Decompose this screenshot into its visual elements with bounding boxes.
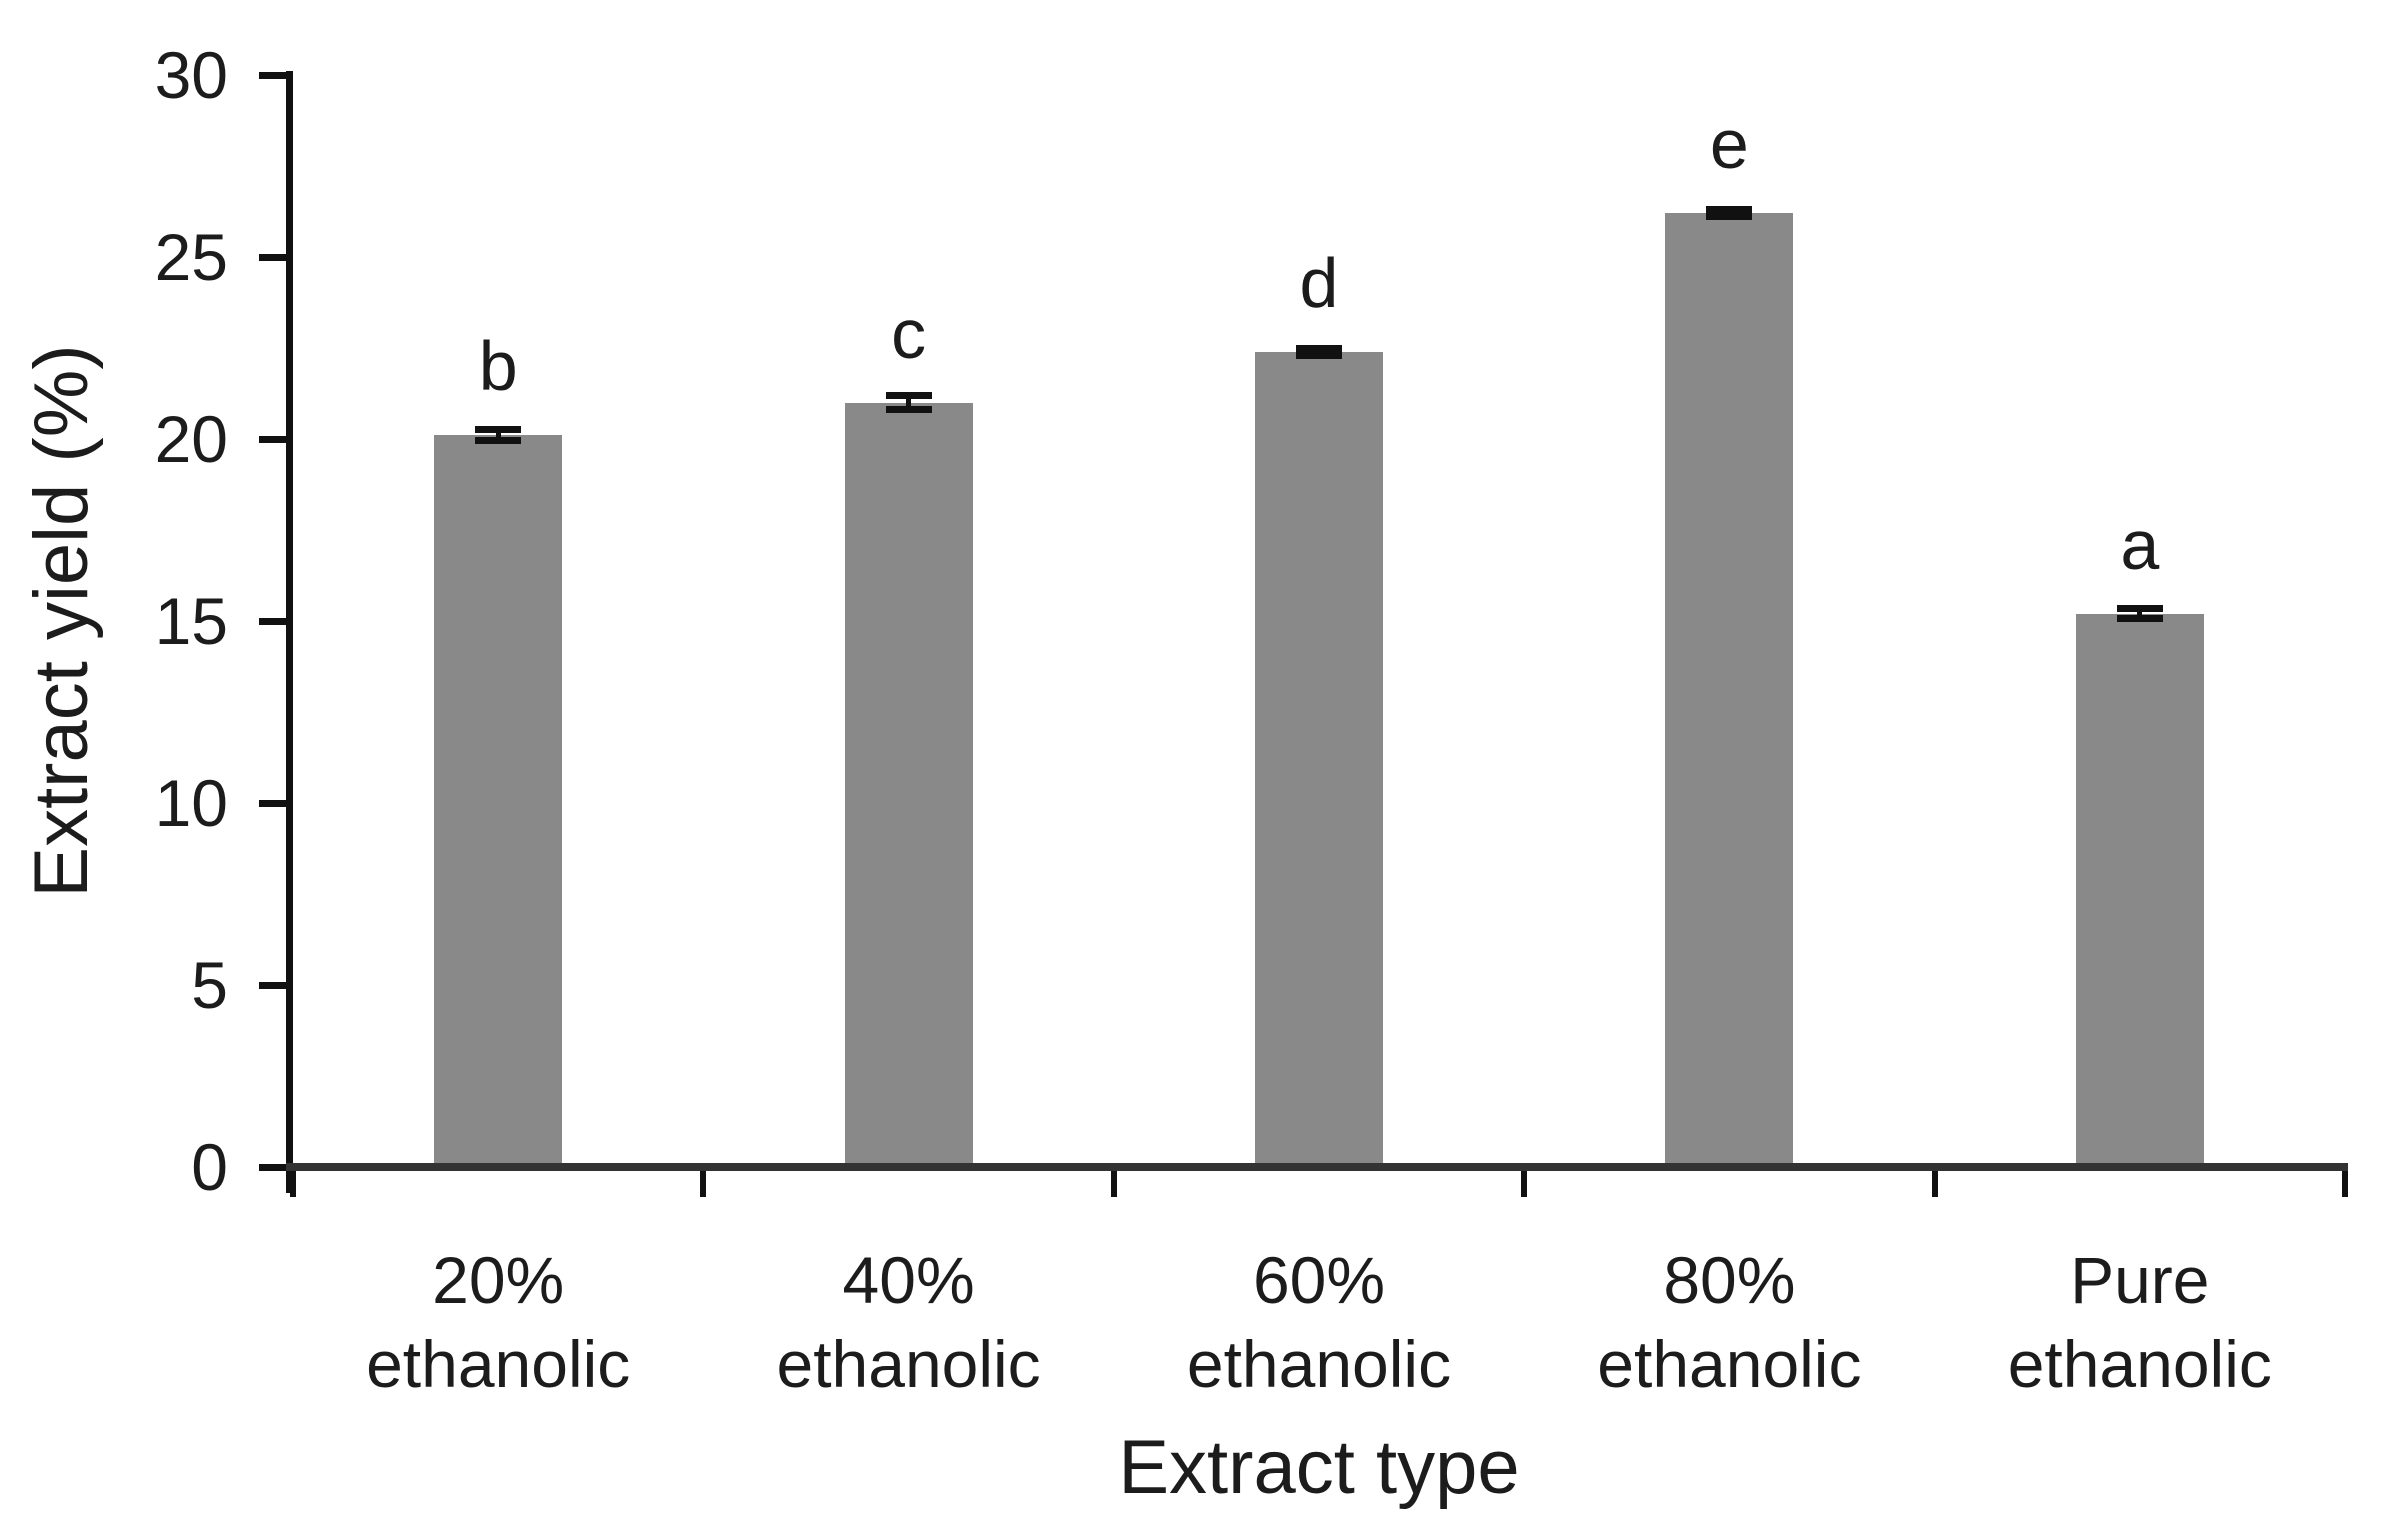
category-label-line: ethanolic: [366, 1327, 631, 1401]
significance-letter: c: [891, 294, 927, 373]
significance-letter: a: [2120, 505, 2160, 584]
category-label: 60% ethanolic: [1114, 1238, 1524, 1406]
y-tick-mark: [259, 1164, 289, 1171]
category-label: 40% ethanolic: [704, 1238, 1114, 1406]
significance-letter: b: [478, 327, 518, 406]
y-tick-mark: [259, 618, 289, 625]
category-label-line: 80%: [1663, 1243, 1796, 1317]
category-label-line: ethanolic: [1186, 1327, 1452, 1401]
y-tick-label: 25: [154, 220, 228, 294]
x-tick-mark: [290, 1171, 296, 1197]
y-tick-label: 10: [154, 766, 228, 840]
error-bar-cap-bottom: [1706, 213, 1753, 221]
category-label-line: 60%: [1252, 1243, 1386, 1317]
error-bar-stem: [1726, 209, 1732, 217]
y-tick-mark: [259, 72, 289, 79]
x-axis-line: [286, 1163, 2348, 1171]
category-label: Pure ethanolic: [1935, 1238, 2345, 1406]
x-tick-mark: [700, 1171, 707, 1197]
category-label-line: ethanolic: [776, 1327, 1041, 1401]
x-tick-mark: [1931, 1171, 1938, 1197]
category-label-line: 40%: [842, 1243, 975, 1317]
y-tick-label: 5: [191, 948, 228, 1022]
y-tick-mark: [259, 436, 289, 443]
error-bar-stem: [495, 429, 501, 441]
x-tick-mark: [1110, 1171, 1117, 1197]
category-label: 80% ethanolic: [1524, 1238, 1934, 1406]
y-axis-line: [286, 71, 293, 1193]
category-label-line: ethanolic: [1597, 1327, 1862, 1401]
error-bar-stem: [1316, 348, 1322, 356]
y-tick-label: 15: [154, 584, 228, 658]
bar: [2075, 613, 2204, 1169]
significance-letter: e: [1709, 105, 1749, 184]
y-tick-mark: [259, 800, 289, 807]
x-tick-mark: [2342, 1171, 2348, 1197]
category-label-line: 20%: [432, 1243, 565, 1317]
y-tick-label: 30: [154, 38, 228, 112]
y-tick-mark: [259, 254, 289, 261]
error-bar-cap-bottom: [1296, 351, 1342, 359]
x-axis-title: Extract type: [1118, 1425, 1520, 1510]
bar: [434, 435, 563, 1169]
category-label-line: ethanolic: [2007, 1327, 2272, 1401]
error-bar-cap-bottom: [475, 437, 522, 445]
category-label: 20% ethanolic: [293, 1238, 703, 1406]
bar: [1255, 351, 1383, 1169]
error-bar-stem: [2137, 608, 2143, 619]
bar: [1665, 213, 1794, 1169]
error-bar-stem: [906, 395, 912, 410]
category-label-line: Pure: [2070, 1243, 2210, 1317]
error-bar-cap-bottom: [885, 406, 932, 414]
significance-letter: d: [1299, 243, 1339, 322]
y-tick-mark: [259, 982, 289, 989]
y-tick-label: 20: [154, 402, 228, 476]
x-tick-mark: [1521, 1171, 1528, 1197]
bar: [844, 402, 973, 1169]
error-bar-cap-bottom: [2116, 615, 2163, 623]
y-tick-label: 0: [191, 1130, 228, 1204]
